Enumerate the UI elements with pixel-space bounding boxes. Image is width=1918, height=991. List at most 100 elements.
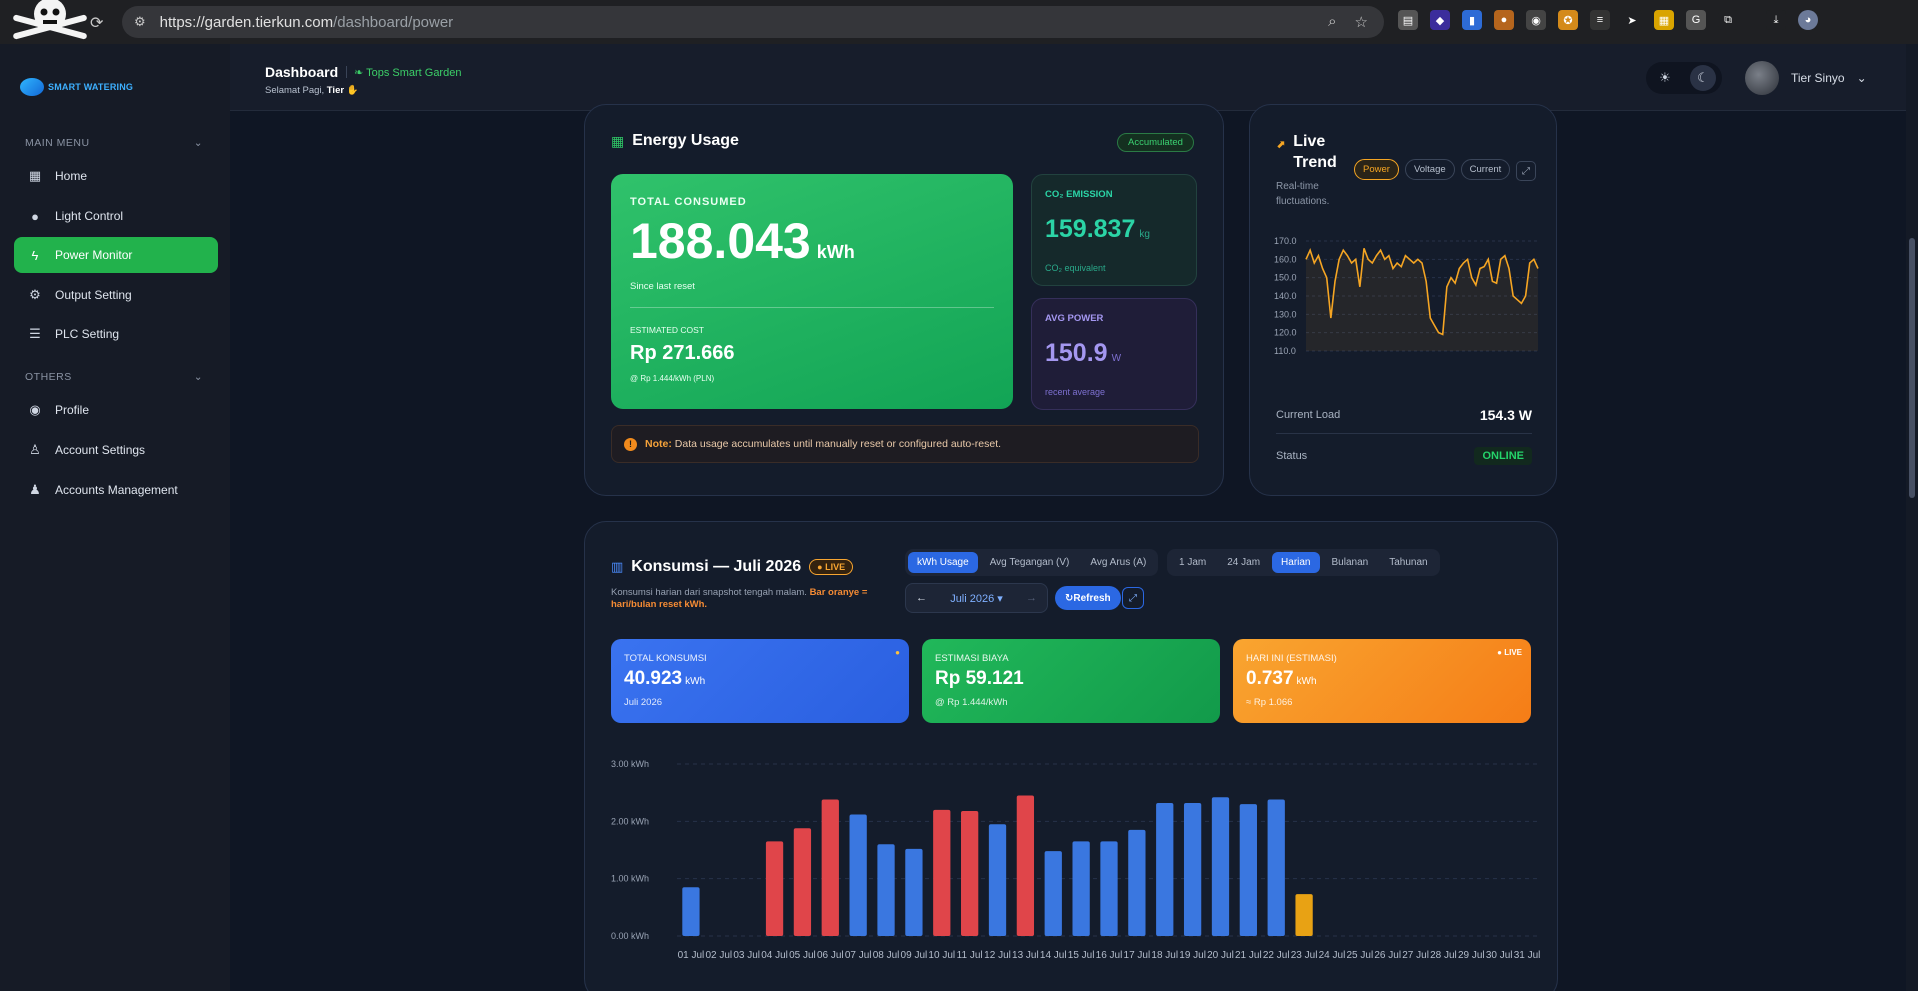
bar-20-jul bbox=[1211, 797, 1230, 936]
note-text: Note: Data usage accumulates until manua… bbox=[645, 438, 1001, 450]
energy-usage-card: ▦ Energy Usage Accumulated TOTAL CONSUME… bbox=[584, 104, 1224, 496]
month-label: Juli 2026 bbox=[950, 592, 995, 605]
tab-avg-tegangan[interactable]: Avg Tegangan (V) bbox=[989, 557, 1070, 568]
total-consumed-panel: TOTAL CONSUMED 188.043 kWh Since last res… bbox=[611, 174, 1013, 409]
bar-22-jul bbox=[1267, 799, 1285, 936]
range-tabs: 1 Jam 24 Jam Harian Bulanan Tahunan bbox=[1167, 549, 1440, 576]
x-tick-label: 13 Jul bbox=[1012, 950, 1039, 961]
konsumsi-title: Konsumsi — Juli 2026 bbox=[631, 558, 802, 575]
extension-icon[interactable]: ▦ bbox=[1654, 10, 1674, 30]
avatar bbox=[1745, 61, 1779, 95]
card-title: ▥ Konsumsi — Juli 2026 ● LIVE bbox=[611, 558, 854, 576]
y-tick-label: 1.00 kWh bbox=[611, 874, 649, 884]
next-month-icon[interactable]: → bbox=[1026, 592, 1037, 604]
month-dropdown[interactable]: Juli 2026 ▾ bbox=[950, 592, 1003, 605]
bar-12-jul bbox=[988, 824, 1007, 936]
others-section[interactable]: OTHERS ⌄ bbox=[25, 371, 203, 383]
tab-kwh-usage[interactable]: kWh Usage bbox=[908, 552, 978, 573]
avg-unit: W bbox=[1111, 353, 1122, 364]
divider bbox=[1276, 433, 1532, 434]
extension-icon[interactable]: ≡ bbox=[1590, 10, 1610, 30]
sidebar-item-accounts-management[interactable]: ♟ Accounts Management bbox=[14, 472, 218, 508]
bar-chart-icon: ▥ bbox=[611, 559, 624, 574]
prev-month-icon[interactable]: ← bbox=[916, 592, 927, 604]
brand-logo[interactable]: SMART WATERING bbox=[20, 78, 133, 96]
tab-harian[interactable]: Harian bbox=[1272, 552, 1320, 573]
bar-04-jul bbox=[765, 841, 784, 936]
cookie-extension-icon[interactable]: ● bbox=[1494, 10, 1514, 30]
sun-icon[interactable]: ☀ bbox=[1659, 70, 1671, 85]
camera-extension-icon[interactable]: ◉ bbox=[1526, 10, 1546, 30]
address-bar[interactable]: ⚙ https://garden.tierkun.com/dashboard/p… bbox=[122, 6, 1384, 38]
y-tick-label: 110.0 bbox=[1274, 346, 1296, 356]
extension-icon[interactable]: ▤ bbox=[1398, 10, 1418, 30]
sidebar-item-profile[interactable]: ◉ Profile bbox=[14, 392, 218, 428]
hari-ini-value: 0.737 bbox=[1246, 668, 1294, 689]
note-label: Note: bbox=[645, 438, 672, 450]
x-tick-label: 08 Jul bbox=[873, 950, 900, 961]
tab-1-jam[interactable]: 1 Jam bbox=[1179, 557, 1207, 568]
extension-icon[interactable]: ✪ bbox=[1558, 10, 1578, 30]
trend-metric-tabs: Power Voltage Current bbox=[1354, 159, 1511, 180]
url-text[interactable]: https://garden.tierkun.com/dashboard/pow… bbox=[160, 14, 454, 31]
x-tick-label: 07 Jul bbox=[845, 950, 872, 961]
zoom-icon[interactable]: ⌕ bbox=[1328, 13, 1337, 30]
x-tick-label: 19 Jul bbox=[1179, 950, 1206, 961]
moon-icon[interactable]: ☾ bbox=[1690, 65, 1716, 91]
tab-power[interactable]: Power bbox=[1354, 159, 1399, 180]
tab-current[interactable]: Current bbox=[1460, 159, 1511, 180]
divider bbox=[630, 307, 994, 308]
tab-avg-arus[interactable]: Avg Arus (A) bbox=[1090, 557, 1147, 568]
extension-icon[interactable]: ◆ bbox=[1430, 10, 1450, 30]
extension-icon[interactable]: G bbox=[1686, 10, 1706, 30]
bookmark-star-icon[interactable]: ☆ bbox=[1354, 14, 1368, 31]
y-tick-label: 0.00 kWh bbox=[611, 931, 649, 941]
sidebar-item-output-setting[interactable]: ⚙ Output Setting bbox=[14, 277, 218, 313]
bar-05-jul bbox=[793, 828, 812, 936]
page-scrollbar[interactable] bbox=[1906, 44, 1918, 991]
tab-bulanan[interactable]: Bulanan bbox=[1331, 557, 1369, 568]
tab-tahunan[interactable]: Tahunan bbox=[1389, 557, 1428, 568]
x-tick-label: 16 Jul bbox=[1096, 950, 1123, 961]
dot-icon: ● bbox=[895, 648, 900, 657]
main-menu-section[interactable]: MAIN MENU ⌄ bbox=[25, 137, 203, 149]
fullscreen-icon[interactable]: ⤢ bbox=[1122, 587, 1144, 609]
sidebar-item-label: Account Settings bbox=[55, 443, 146, 457]
user-menu[interactable]: Tier Sinyo ⌄ bbox=[1745, 61, 1867, 95]
profile-avatar-icon[interactable]: ◕ bbox=[1798, 10, 1818, 30]
site-info-icon[interactable]: ⚙ bbox=[134, 14, 146, 29]
reload-icon[interactable]: ⟳ bbox=[90, 15, 104, 32]
sidebar-item-label: Power Monitor bbox=[55, 248, 133, 262]
sidebar-item-power-monitor[interactable]: ϟ Power Monitor bbox=[14, 237, 218, 273]
sidebar-item-plc-setting[interactable]: ☰ PLC Setting bbox=[14, 316, 218, 352]
cursor-extension-icon[interactable]: ➤ bbox=[1622, 10, 1642, 30]
desc-text: Konsumsi harian dari snapshot tengah mal… bbox=[611, 587, 807, 598]
x-tick-label: 14 Jul bbox=[1040, 950, 1067, 961]
current-load-value: 154.3 W bbox=[1479, 407, 1532, 423]
tab-24-jam[interactable]: 24 Jam bbox=[1227, 557, 1261, 568]
co2-number: 159.837 bbox=[1045, 215, 1136, 243]
download-icon[interactable]: ⤓ bbox=[1766, 10, 1786, 30]
bar-16-jul bbox=[1100, 841, 1118, 936]
sidebar-item-home[interactable]: ▦ Home bbox=[14, 158, 218, 194]
month-selector: ← Juli 2026 ▾ → bbox=[905, 583, 1048, 613]
refresh-button[interactable]: ↻Refresh bbox=[1055, 586, 1121, 610]
puzzle-extensions-icon[interactable]: ⧉ bbox=[1718, 10, 1738, 30]
konsumsi-card: ▥ Konsumsi — Juli 2026 ● LIVE Konsumsi h… bbox=[584, 521, 1558, 991]
brand-name: SMART WATERING bbox=[48, 82, 134, 92]
tab-voltage[interactable]: Voltage bbox=[1404, 159, 1455, 180]
theme-toggle[interactable]: ☀ ☾ bbox=[1646, 62, 1722, 94]
x-tick-label: 01 Jul bbox=[678, 950, 705, 961]
x-tick-label: 06 Jul bbox=[817, 950, 844, 961]
reset-note: ! Note: Data usage accumulates until man… bbox=[611, 425, 1199, 463]
x-tick-label: 24 Jul bbox=[1319, 950, 1346, 961]
extension-icon[interactable]: ▮ bbox=[1462, 10, 1482, 30]
garden-name-label: Tops Smart Garden bbox=[366, 67, 462, 79]
scrollbar-thumb[interactable] bbox=[1909, 238, 1915, 498]
sidebar-item-light-control[interactable]: ● Light Control bbox=[14, 198, 218, 234]
card-title: ⬈ Live Trend bbox=[1276, 132, 1356, 174]
expand-icon[interactable]: ⤢ bbox=[1516, 161, 1536, 181]
estimasi-biaya-card: ESTIMASI BIAYA Rp 59.121 @ Rp 1.444/kWh bbox=[922, 639, 1220, 723]
desc-highlight: Bar oranye = hari/bulan reset kWh. bbox=[611, 587, 868, 611]
sidebar-item-account-settings[interactable]: ♙ Account Settings bbox=[14, 432, 218, 468]
